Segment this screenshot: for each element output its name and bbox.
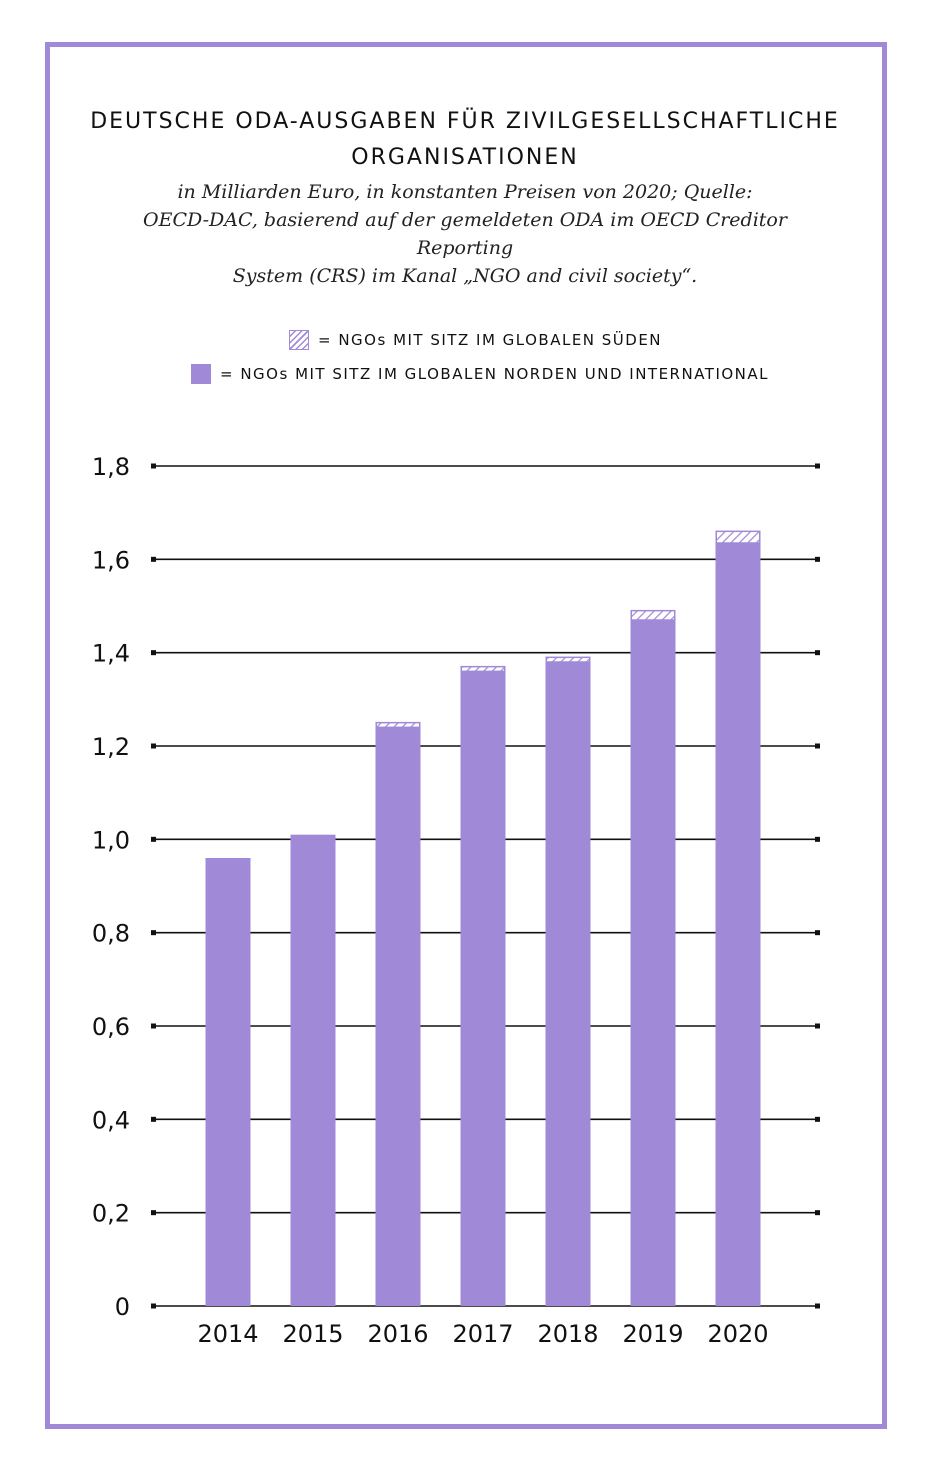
solid-swatch-icon xyxy=(191,364,211,384)
gridline-end-marker xyxy=(151,556,156,562)
legend-item-north: = NGOs MIT SITZ IM GLOBALEN NORDEN UND I… xyxy=(191,364,769,384)
chart-title: DEUTSCHE ODA-AUSGABEN FÜR ZIVILGESELLSCH… xyxy=(0,104,930,176)
legend-label-north: = NGOs MIT SITZ IM GLOBALEN NORDEN UND I… xyxy=(220,365,770,383)
bar-south xyxy=(460,665,506,673)
legend-label-south: = NGOs MIT SITZ IM GLOBALEN SÜDEN xyxy=(318,331,663,349)
y-tick-label: 0 xyxy=(115,1293,130,1321)
gridline-end-marker xyxy=(815,1303,820,1309)
gridline-end-marker xyxy=(815,743,820,749)
x-tick-label: 2018 xyxy=(537,1320,598,1348)
y-tick-label: 1,8 xyxy=(92,453,130,481)
y-tick-label: 1,0 xyxy=(92,826,130,854)
y-tick-label: 0,4 xyxy=(92,1106,130,1134)
gridline-end-marker xyxy=(815,463,820,469)
subtitle-line-2: OECD-DAC, basierend auf der gemeldeten O… xyxy=(143,209,787,259)
bar-north xyxy=(630,620,676,1306)
gridline-end-marker xyxy=(815,650,820,656)
gridline-end-marker xyxy=(815,930,820,936)
subtitle-line-3: System (CRS) im Kanal „NGO and civil soc… xyxy=(232,265,698,287)
gridline-end-marker xyxy=(815,836,820,842)
gridline-end-marker xyxy=(815,1023,820,1029)
bar-north xyxy=(375,727,421,1306)
y-tick-label: 0,2 xyxy=(92,1200,130,1228)
x-tick-label: 2015 xyxy=(282,1320,343,1348)
gridline-end-marker xyxy=(151,836,156,842)
legend-item-south: = NGOs MIT SITZ IM GLOBALEN SÜDEN xyxy=(289,330,662,350)
bar-south xyxy=(545,656,591,663)
gridline-end-marker xyxy=(815,1210,820,1216)
bar-south xyxy=(630,609,676,621)
gridline-end-marker xyxy=(151,930,156,936)
chart-subtitle: in Milliarden Euro, in konstanten Preise… xyxy=(100,178,830,290)
x-tick-label: 2014 xyxy=(197,1320,258,1348)
bar-north xyxy=(460,671,506,1306)
gridline-end-marker xyxy=(151,1116,156,1122)
hatched-swatch-icon xyxy=(289,330,309,350)
gridline-end-marker xyxy=(151,743,156,749)
y-tick-label: 0,6 xyxy=(92,1013,130,1041)
chart-title-line-2: ORGANISATIONEN xyxy=(351,145,579,170)
x-tick-label: 2019 xyxy=(622,1320,683,1348)
gridline-end-marker xyxy=(815,556,820,562)
x-tick-label: 2016 xyxy=(367,1320,428,1348)
bar-north xyxy=(290,834,336,1306)
gridline-end-marker xyxy=(151,1023,156,1029)
chart-title-line-1: DEUTSCHE ODA-AUSGABEN FÜR ZIVILGESELLSCH… xyxy=(90,109,840,134)
gridline-end-marker xyxy=(151,650,156,656)
y-tick-label: 1,6 xyxy=(92,546,130,574)
x-tick-label: 2017 xyxy=(452,1320,513,1348)
bar-north xyxy=(545,662,591,1306)
x-tick-label: 2020 xyxy=(707,1320,768,1348)
bar-north xyxy=(205,858,251,1306)
bar-layer xyxy=(205,530,761,1306)
y-tick-label: 1,4 xyxy=(92,640,130,668)
bar-south xyxy=(375,721,421,729)
chart-frame xyxy=(45,42,887,1429)
y-tick-label: 1,2 xyxy=(92,733,130,761)
label-layer: 0 0,2 0,4 0,6 0,8 1,0 1,2 1,4 1,6 1,8 2014 2015 2016… xyxy=(92,453,769,1348)
gridline-end-marker xyxy=(151,463,156,469)
y-tick-label: 0,8 xyxy=(92,920,130,948)
gridline-end-marker xyxy=(151,1210,156,1216)
bar-south xyxy=(715,530,761,544)
subtitle-line-1: in Milliarden Euro, in konstanten Preise… xyxy=(177,181,753,203)
gridline-end-marker xyxy=(815,1116,820,1122)
gridline-end-marker xyxy=(151,1303,156,1309)
bar-north xyxy=(715,543,761,1306)
